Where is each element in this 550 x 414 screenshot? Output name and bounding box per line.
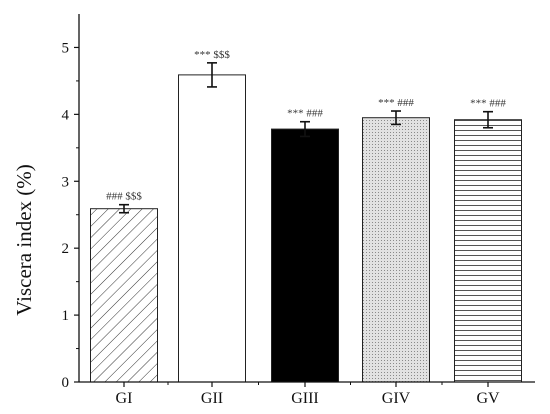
bar-gv (454, 119, 522, 383)
axes-layer (74, 14, 535, 387)
y-tick-label: 3 (62, 174, 70, 190)
bar-giii (271, 128, 339, 383)
bars-layer (90, 62, 522, 383)
y-tick-label: 1 (62, 308, 70, 324)
y-axis-title: Viscera index (%) (12, 164, 36, 316)
x-tick-label-giv: GIV (382, 390, 411, 407)
y-tick-label: 5 (62, 40, 70, 56)
labels-layer: ### $$$ GI *** $$$ GII *** ### GIII *** ### GIV… (62, 40, 507, 407)
bar-gii (178, 74, 246, 383)
x-tick-label-gv: GV (476, 390, 500, 407)
x-tick-label-giii: GIII (291, 390, 319, 407)
x-tick-label-gi: GI (116, 390, 133, 407)
significance-label-gii: *** $$$ (194, 49, 230, 61)
bar-giv (362, 117, 430, 383)
y-tick-label: 4 (62, 107, 70, 123)
x-tick-label-gii: GII (201, 390, 223, 407)
bar-gi (90, 208, 158, 383)
significance-label-gv: *** ### (470, 98, 506, 110)
significance-label-giii: *** ### (287, 108, 323, 120)
significance-label-giv: *** ### (378, 97, 414, 109)
significance-label-gi: ### $$$ (106, 191, 142, 203)
y-tick-label: 2 (62, 241, 70, 257)
y-tick-label: 0 (62, 375, 70, 391)
